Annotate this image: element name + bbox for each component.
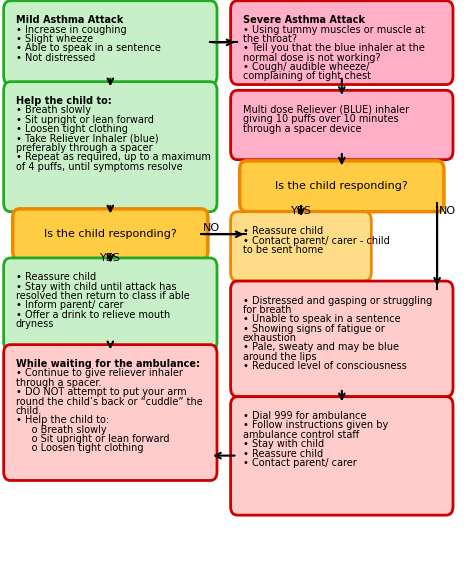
FancyBboxPatch shape [4,258,217,350]
Text: Is the child responding?: Is the child responding? [275,181,408,191]
Text: • Follow instructions given by: • Follow instructions given by [243,420,388,430]
Text: resolved then return to class if able: resolved then return to class if able [16,291,190,301]
Text: • Contact parent/ carer: • Contact parent/ carer [243,458,356,468]
Text: • Stay with child: • Stay with child [243,439,324,449]
Text: giving 10 puffs over 10 minutes: giving 10 puffs over 10 minutes [243,114,399,124]
Text: • Offer a drink to relieve mouth: • Offer a drink to relieve mouth [16,310,170,320]
Text: o Sit upright or lean forward: o Sit upright or lean forward [16,434,169,444]
Text: • Reassure child: • Reassure child [243,448,323,459]
Text: YES: YES [291,206,311,216]
Text: • Dial 999 for ambulance: • Dial 999 for ambulance [243,411,366,421]
Text: complaining of tight chest: complaining of tight chest [243,71,371,82]
Text: round the child’s back or “cuddle” the: round the child’s back or “cuddle” the [16,396,203,406]
Text: ambulance control staff: ambulance control staff [243,430,359,440]
FancyBboxPatch shape [4,1,217,85]
Text: • Help the child to:: • Help the child to: [16,415,109,426]
Text: • Cough/ audible wheeze/: • Cough/ audible wheeze/ [243,62,369,72]
Text: • Tell you that the blue inhaler at the: • Tell you that the blue inhaler at the [243,43,425,53]
Text: • Increase in coughing: • Increase in coughing [16,24,127,34]
Text: • Stay with child until attack has: • Stay with child until attack has [16,282,176,292]
Text: • DO NOT attempt to put your arm: • DO NOT attempt to put your arm [16,387,187,397]
Text: Help the child to:: Help the child to: [16,96,112,106]
Text: • Loosen tight clothing: • Loosen tight clothing [16,124,128,134]
Text: • Able to speak in a sentence: • Able to speak in a sentence [16,43,161,53]
Text: exhaustion: exhaustion [243,333,297,343]
Text: • Take Reliever Inhaler (blue): • Take Reliever Inhaler (blue) [16,134,158,143]
Text: dryness: dryness [16,319,55,329]
Text: through a spacer.: through a spacer. [16,378,101,388]
Text: • Using tummy muscles or muscle at: • Using tummy muscles or muscle at [243,24,425,34]
Text: While waiting for the ambulance:: While waiting for the ambulance: [16,359,200,369]
Text: to be sent home: to be sent home [243,245,323,255]
Text: • Sit upright or lean forward: • Sit upright or lean forward [16,115,154,125]
Text: through a spacer device: through a spacer device [243,124,361,134]
Text: NO: NO [438,206,456,216]
FancyBboxPatch shape [240,161,444,212]
Text: • Not distressed: • Not distressed [16,52,95,62]
Text: YES: YES [100,254,121,264]
Text: o Breath slowly: o Breath slowly [16,424,107,435]
Text: • Inform parent/ carer: • Inform parent/ carer [16,300,123,311]
FancyBboxPatch shape [4,345,217,480]
FancyBboxPatch shape [231,281,453,396]
Text: • Breath slowly: • Breath slowly [16,106,91,115]
Text: • Reassure child: • Reassure child [243,226,323,236]
FancyBboxPatch shape [4,82,217,212]
Text: • Showing signs of fatigue or: • Showing signs of fatigue or [243,324,384,333]
Text: Multi dose Reliever (BLUE) inhaler: Multi dose Reliever (BLUE) inhaler [243,105,409,115]
Text: Severe Asthma Attack: Severe Asthma Attack [243,15,365,25]
FancyBboxPatch shape [231,396,453,515]
Text: preferably through a spacer: preferably through a spacer [16,143,153,153]
Text: • Slight wheeze: • Slight wheeze [16,34,93,44]
Text: child.: child. [16,406,42,416]
Text: • Continue to give reliever inhaler: • Continue to give reliever inhaler [16,368,183,378]
Text: • Pale, sweaty and may be blue: • Pale, sweaty and may be blue [243,342,399,352]
Text: • Reduced level of consciousness: • Reduced level of consciousness [243,361,407,371]
Text: o Loosen tight clothing: o Loosen tight clothing [16,444,144,454]
Text: Is the child responding?: Is the child responding? [44,229,177,239]
Text: Mild Asthma Attack: Mild Asthma Attack [16,15,123,25]
Text: normal dose is not working?: normal dose is not working? [243,52,380,62]
Text: • Contact parent/ carer - child: • Contact parent/ carer - child [243,236,390,245]
Text: around the lips: around the lips [243,352,316,361]
Text: • Reassure child: • Reassure child [16,272,96,282]
FancyBboxPatch shape [231,1,453,85]
Text: the throat?: the throat? [243,34,297,44]
Text: NO: NO [203,223,220,233]
Text: of 4 puffs, until symptoms resolve: of 4 puffs, until symptoms resolve [16,161,182,171]
FancyBboxPatch shape [231,212,371,281]
Text: • Repeat as required, up to a maximum: • Repeat as required, up to a maximum [16,152,211,162]
Text: • Distressed and gasping or struggling: • Distressed and gasping or struggling [243,296,432,305]
FancyBboxPatch shape [231,90,453,160]
FancyBboxPatch shape [13,209,208,259]
Text: for breath: for breath [243,305,292,315]
Text: • Unable to speak in a sentence: • Unable to speak in a sentence [243,314,401,324]
